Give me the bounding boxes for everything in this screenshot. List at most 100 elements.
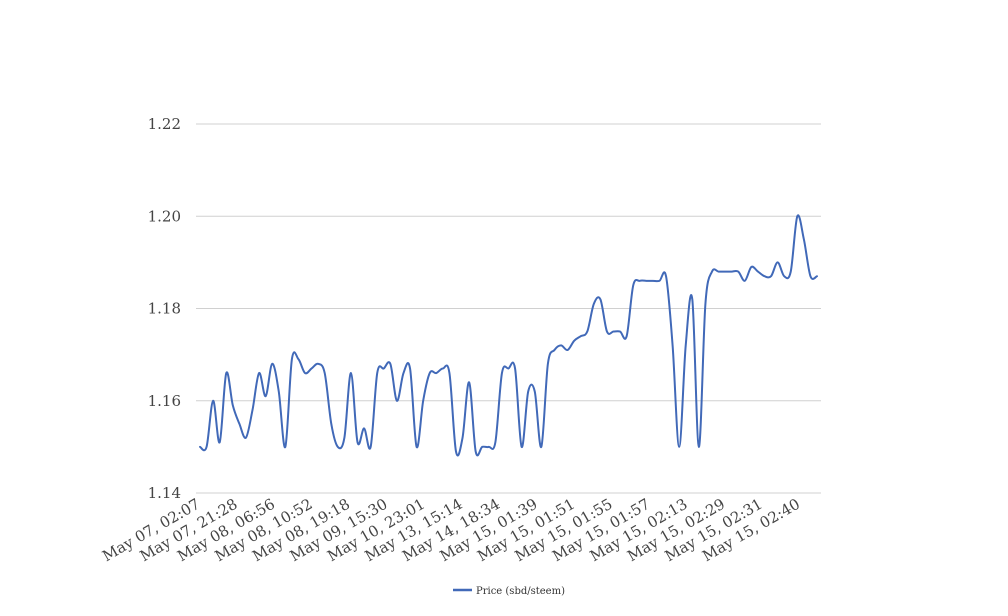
data-point — [717, 270, 719, 272]
data-point — [790, 270, 792, 272]
data-point — [350, 372, 352, 374]
data-point — [409, 367, 411, 369]
grid-lines — [196, 123, 821, 494]
y-tick-label: 1.22 — [148, 115, 181, 133]
data-point — [448, 372, 450, 374]
data-point — [297, 358, 299, 360]
data-point — [225, 372, 227, 374]
data-point — [455, 450, 457, 452]
data-point — [238, 423, 240, 425]
data-point — [389, 363, 391, 365]
data-point — [724, 270, 726, 272]
data-point — [514, 367, 516, 369]
data-point — [337, 446, 339, 448]
data-point — [698, 446, 700, 448]
data-point — [816, 275, 818, 277]
data-point — [258, 372, 260, 374]
data-point — [343, 436, 345, 438]
data-point — [264, 395, 266, 397]
data-point — [330, 423, 332, 425]
data-point — [304, 372, 306, 374]
y-tick-label: 1.18 — [148, 300, 181, 318]
data-point — [205, 446, 207, 448]
data-point — [809, 275, 811, 277]
data-point — [776, 261, 778, 263]
data-point — [573, 340, 575, 342]
y-tick-label: 1.20 — [148, 207, 181, 225]
data-point — [363, 427, 365, 429]
data-point — [678, 446, 680, 448]
data-point — [212, 400, 214, 402]
data-point — [422, 400, 424, 402]
series-line-price — [199, 214, 818, 457]
data-point — [232, 404, 234, 406]
data-point — [547, 363, 549, 365]
data-point — [599, 298, 601, 300]
y-tick-label: 1.16 — [148, 392, 181, 410]
data-point — [671, 344, 673, 346]
data-point — [685, 344, 687, 346]
legend[interactable]: Price (sbd/steem) — [453, 586, 565, 597]
data-point — [317, 363, 319, 365]
data-point — [711, 270, 713, 272]
data-point — [757, 270, 759, 272]
data-point — [553, 349, 555, 351]
data-point — [691, 298, 693, 300]
data-point — [730, 270, 732, 272]
data-point — [540, 446, 542, 448]
data-point — [461, 436, 463, 438]
data-point — [527, 390, 529, 392]
data-point — [218, 441, 220, 443]
data-point — [639, 280, 641, 282]
data-point — [586, 330, 588, 332]
data-point — [593, 303, 595, 305]
data-point — [284, 446, 286, 448]
data-point — [501, 372, 503, 374]
data-point — [665, 275, 667, 277]
data-point — [625, 335, 627, 337]
data-point — [310, 367, 312, 369]
data-point — [750, 266, 752, 268]
data-point — [383, 367, 385, 369]
data-point — [606, 330, 608, 332]
data-point — [324, 372, 326, 374]
data-point — [291, 358, 293, 360]
data-point — [251, 409, 253, 411]
data-point — [520, 446, 522, 448]
data-point — [442, 367, 444, 369]
data-point — [783, 275, 785, 277]
data-point — [763, 275, 765, 277]
data-point — [494, 441, 496, 443]
data-point — [468, 381, 470, 383]
data-point — [796, 215, 798, 217]
data-point — [645, 280, 647, 282]
data-point — [415, 446, 417, 448]
legend-label: Price (sbd/steem) — [476, 586, 565, 597]
y-axis-ticks: 1.14 1.16 1.18 1.20 1.22 — [148, 115, 181, 502]
data-point — [278, 390, 280, 392]
data-point — [566, 349, 568, 351]
data-point — [744, 280, 746, 282]
data-point — [652, 280, 654, 282]
data-point — [474, 450, 476, 452]
data-point — [560, 344, 562, 346]
data-point — [396, 400, 398, 402]
y-tick-label: 1.14 — [148, 484, 181, 502]
data-point — [199, 446, 201, 448]
data-point — [488, 446, 490, 448]
data-point — [658, 280, 660, 282]
data-point — [580, 335, 582, 337]
data-point — [245, 436, 247, 438]
data-point — [534, 390, 536, 392]
data-point — [369, 446, 371, 448]
data-point — [271, 363, 273, 365]
data-point — [704, 303, 706, 305]
data-point — [619, 330, 621, 332]
data-point — [770, 275, 772, 277]
data-point — [376, 372, 378, 374]
series-group — [199, 214, 818, 457]
data-point — [612, 330, 614, 332]
data-point — [429, 372, 431, 374]
